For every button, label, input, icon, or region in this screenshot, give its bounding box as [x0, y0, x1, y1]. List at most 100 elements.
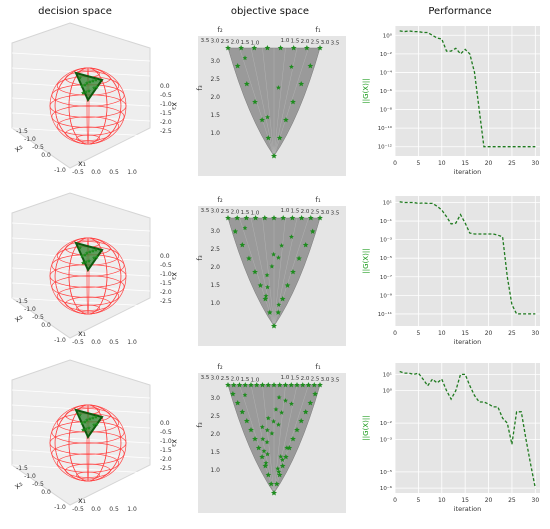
- tick-label: 2.0: [231, 377, 240, 383]
- pareto-point-marker: [261, 448, 267, 454]
- pareto-point-marker: [262, 463, 269, 469]
- pareto-point-marker: [77, 245, 83, 250]
- tick-label: 3.5: [201, 38, 210, 44]
- x-axis-label: iteration: [454, 338, 481, 346]
- tick-label: -0.5: [32, 314, 44, 321]
- grid-line: [11, 222, 151, 232]
- pareto-point-marker: [82, 252, 88, 257]
- performance-chart: 0 5 10 15 20 25 30 10¹ 10⁰ 10⁻² 10⁻³ 10⁻⁵ 10⁻⁶ iterat…: [358, 355, 550, 529]
- pareto-point-marker: [298, 418, 305, 424]
- pareto-point-marker: [234, 63, 241, 69]
- tick-label: 3.0: [211, 376, 220, 382]
- tick-label: 3.0: [210, 395, 220, 402]
- pareto-point-marker: [279, 463, 286, 469]
- tick-label: -0.5: [32, 481, 44, 488]
- pareto-point-marker: [86, 425, 92, 430]
- axis-label-f1: f₁: [315, 26, 320, 34]
- pareto-point-marker: [243, 215, 250, 221]
- tick-label: 1.0: [251, 211, 260, 217]
- decision-space-panel: 0.0 -0.5 -1.0 -1.5 -2.0 -2.5 -1.5 -1.0 -0.5 0.0 -1…: [0, 188, 180, 357]
- objective-space-panel: 3.5 3.0 2.5 2.0 1.5 1.0 1.0 1.5 2.0 2.5 3.0 3.5 f₂ f₁…: [180, 188, 350, 357]
- tick-label: -1.0: [160, 101, 172, 108]
- x-tick-label: 25: [508, 330, 516, 337]
- axis-label-f3: f₃: [196, 85, 204, 90]
- objective-space-plot: 3.5 3.0 2.5 2.0 1.5 1.0 1.0 1.5 2.0 2.5 3.0 3.5f₂ f₁…: [196, 26, 346, 176]
- plot-background: [395, 363, 540, 493]
- pareto-point-marker: [271, 153, 277, 159]
- x-tick-label: 5: [416, 330, 420, 337]
- x-tick-label: 10: [438, 160, 446, 167]
- pareto-point-marker: [302, 242, 309, 248]
- tick-label: -0.5: [72, 339, 84, 346]
- objective-space-panel: 3.5 3.0 2.5 2.0 1.5 1.0 1.0 1.5 2.0 2.5 3.0 3.5 f₂ f₁…: [180, 355, 350, 524]
- tick-label: 1.0: [210, 467, 220, 474]
- series-line: [399, 30, 536, 148]
- tick-label: 0.0: [91, 506, 101, 513]
- pareto-point-marker: [257, 282, 264, 288]
- tick-label: 3.5: [331, 378, 340, 384]
- pareto-point-marker: [243, 81, 250, 87]
- pareto-point-marker: [232, 228, 239, 234]
- tick-label: 1.0: [281, 375, 290, 381]
- column-title-objective: objective space: [230, 6, 310, 17]
- y-tick-label: 10⁰: [383, 388, 393, 395]
- tick-label: 1.0: [251, 378, 260, 384]
- pareto-point-marker: [266, 309, 273, 315]
- pareto-point-marker: [84, 417, 90, 422]
- x-tick-label: 15: [461, 160, 469, 167]
- x-tick-label: 30: [532, 330, 540, 337]
- y-tick-label: 10⁻¹²: [378, 144, 392, 151]
- pareto-point-marker: [276, 472, 283, 478]
- y-tick-label: 10⁻⁸: [380, 107, 393, 114]
- pareto-point-marker: [87, 416, 93, 421]
- pareto-point-marker: [271, 251, 276, 257]
- pareto-point-marker: [79, 83, 85, 88]
- tick-label: 2.5: [221, 209, 230, 215]
- pareto-point-marker: [312, 391, 318, 397]
- axis-label-f2: f₂: [217, 26, 222, 34]
- sphere-longitude: [54, 237, 122, 315]
- pareto-point-marker: [265, 284, 270, 290]
- axis-label-f1: f₁: [315, 196, 320, 204]
- x-tick-label: 25: [508, 160, 516, 167]
- objective-space-panel: 3.5 3.0 2.5 2.0 1.5 1.0 1.0 1.5 2.0 2.5 3.0 3.5 f₂ f₁…: [180, 18, 350, 187]
- pareto-point-marker: [302, 409, 309, 415]
- pareto-point-marker: [309, 228, 316, 234]
- tick-label: -1.5: [16, 128, 28, 135]
- pareto-point-marker: [284, 445, 290, 450]
- pareto-point-marker: [84, 250, 90, 255]
- tick-label: 0.0: [91, 339, 101, 346]
- tick-label: -2.5: [160, 298, 172, 305]
- axis-label-f1: f₁: [315, 363, 320, 371]
- tick-label: 0.0: [160, 253, 170, 260]
- surface-mesh-line: [262, 217, 275, 327]
- tick-label: 0.0: [41, 152, 51, 159]
- pareto-point-marker: [79, 253, 85, 258]
- y-axis-label: ||G(X)||: [362, 78, 370, 103]
- tick-label: -1.5: [16, 465, 28, 472]
- tick-label: 3.0: [321, 210, 330, 216]
- tick-label: 1.5: [210, 449, 220, 456]
- tick-label: -1.0: [54, 167, 66, 174]
- grid-line: [11, 434, 151, 444]
- tick-label: 1.5: [210, 112, 220, 119]
- pareto-point-marker: [90, 248, 96, 253]
- pareto-point-marker: [265, 451, 270, 457]
- pareto-point-marker: [265, 415, 271, 421]
- tick-label: -0.5: [160, 429, 172, 436]
- surface-mesh-line: [262, 384, 275, 494]
- pareto-point-marker: [271, 215, 277, 221]
- pareto-point-marker: [225, 215, 231, 221]
- sphere-latitude: [75, 134, 101, 143]
- pareto-point-marker: [83, 89, 89, 94]
- y-tick-label: 10⁻⁹: [380, 292, 392, 299]
- pareto-point-marker: [242, 382, 249, 388]
- tick-label: 3.0: [321, 377, 330, 383]
- pareto-point-marker: [93, 414, 99, 419]
- pareto-point-marker: [276, 469, 282, 474]
- sphere-longitude: [54, 67, 122, 145]
- x-axis-label: iteration: [454, 168, 481, 176]
- pareto-point-marker: [307, 63, 314, 69]
- pareto-point-marker: [304, 45, 310, 51]
- pareto-point-marker: [284, 282, 291, 288]
